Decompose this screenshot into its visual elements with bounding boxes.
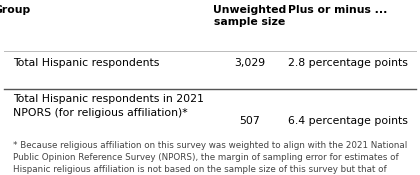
Text: 2.8 percentage points: 2.8 percentage points [288,58,407,68]
Text: Total Hispanic respondents: Total Hispanic respondents [13,58,159,68]
Text: 507: 507 [239,116,260,126]
Text: Unweighted
sample size: Unweighted sample size [213,5,286,27]
Text: Plus or minus ...: Plus or minus ... [288,5,387,15]
Text: 6.4 percentage points: 6.4 percentage points [288,116,407,126]
Text: 3,029: 3,029 [234,58,265,68]
Text: Total Hispanic respondents in 2021
NPORS (for religious affiliation)*: Total Hispanic respondents in 2021 NPORS… [13,94,203,118]
Text: * Because religious affiliation on this survey was weighted to align with the 20: * Because religious affiliation on this … [13,141,407,175]
Text: Group: Group [0,5,31,15]
